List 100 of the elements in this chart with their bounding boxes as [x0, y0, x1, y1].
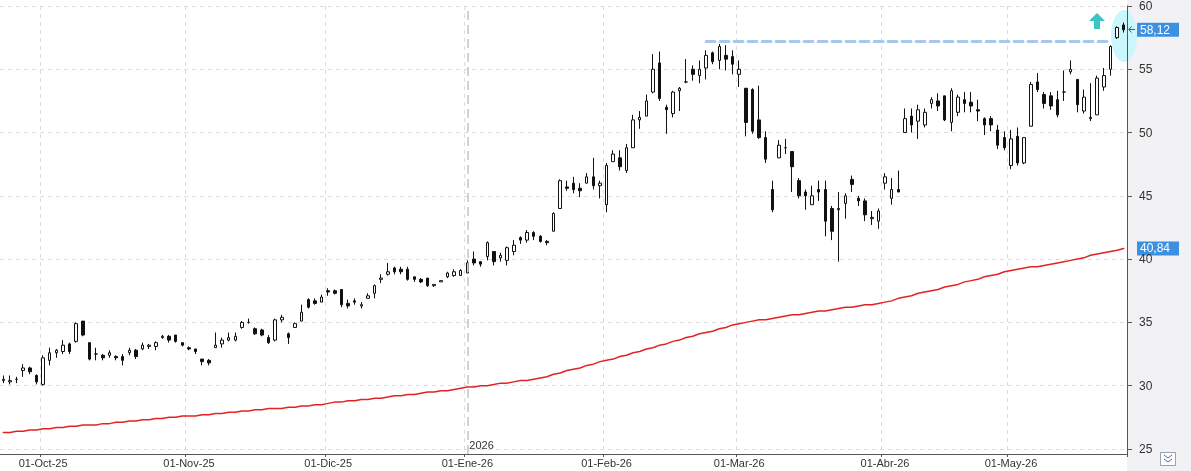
- candlestick: [273, 318, 277, 342]
- candlestick: [764, 130, 767, 164]
- candlestick: [512, 239, 516, 256]
- candlestick: [704, 49, 708, 80]
- candlestick: [665, 104, 668, 135]
- candlestick: [413, 276, 416, 283]
- candlestick: [61, 339, 65, 355]
- candlestick: [181, 342, 184, 347]
- x-tick-label: 01-Mar-26: [713, 456, 765, 469]
- candlestick: [777, 139, 781, 159]
- candlestick: [1076, 78, 1079, 113]
- candlestick: [830, 205, 834, 241]
- candlestick: [253, 326, 257, 336]
- candlestick: [1102, 67, 1106, 92]
- candlestick: [585, 172, 588, 184]
- candlestick: [360, 301, 363, 309]
- candlestick: [174, 334, 177, 344]
- candlestick: [539, 234, 542, 244]
- candlestick: [936, 92, 940, 112]
- x-tick-label: 01-May-26: [984, 456, 1038, 469]
- text: 58,12: [1140, 22, 1171, 37]
- candlestick: [519, 235, 522, 245]
- candlestick: [505, 245, 509, 266]
- candlestick: [346, 299, 350, 309]
- candlestick: [88, 342, 91, 361]
- candlestick: [817, 180, 820, 202]
- candlestick: [386, 262, 390, 277]
- candlestick: [877, 207, 880, 230]
- candlestick: [307, 297, 310, 309]
- candlestick: [890, 177, 893, 206]
- candlestick: [744, 87, 748, 137]
- candlestick: [943, 95, 946, 122]
- candlestick: [850, 175, 854, 193]
- candlestick: [525, 229, 529, 244]
- candlestick: [572, 176, 575, 194]
- candlestick: [552, 211, 555, 232]
- candlestick: [260, 328, 264, 337]
- x-tick-label: 01-Ene-26: [441, 456, 494, 469]
- candlestick: [452, 268, 456, 278]
- candlestick: [1042, 91, 1046, 110]
- candlestick: [234, 332, 237, 342]
- candlestick: [326, 287, 330, 297]
- candlestick: [287, 332, 290, 345]
- candlestick: [194, 348, 197, 355]
- candlestick: [863, 197, 867, 222]
- candlestick: [804, 189, 807, 211]
- candlestick: [565, 180, 569, 192]
- ref-line-label: 2026: [469, 438, 494, 451]
- candlestick: [1069, 59, 1072, 75]
- x-tick-label: 01-Nov-25: [163, 456, 215, 469]
- candlestick: [751, 87, 754, 135]
- candlestick: [74, 321, 78, 344]
- candlestick: [989, 115, 993, 132]
- candlestick: [969, 91, 973, 113]
- candlestick: [1036, 72, 1039, 93]
- candlestick: [300, 304, 303, 322]
- y-tick-label: 50: [1139, 125, 1153, 140]
- candlestick: [592, 157, 595, 190]
- candlestick: [207, 358, 211, 366]
- candlestick: [486, 240, 489, 261]
- candlestick: [35, 373, 38, 385]
- candlestick: [532, 230, 535, 241]
- candlestick: [439, 280, 443, 283]
- candlestick: [638, 110, 641, 130]
- candlestick: [187, 345, 191, 351]
- candlestick: [419, 277, 423, 284]
- candlestick: [1122, 21, 1125, 34]
- candlestick: [1009, 129, 1013, 170]
- candlestick: [28, 366, 32, 375]
- candlestick: [1095, 75, 1099, 116]
- candlestick: [399, 266, 403, 275]
- candlestick: [1089, 82, 1092, 122]
- candlestick: [121, 353, 124, 366]
- candlestick: [903, 108, 907, 134]
- candlestick: [293, 321, 297, 328]
- candlestick: [154, 340, 158, 351]
- candlestick: [141, 342, 144, 351]
- candlestick: [280, 314, 284, 323]
- candlestick: [996, 124, 999, 150]
- candlestick: [114, 354, 118, 361]
- candlestick: [844, 192, 847, 220]
- candlestick: [48, 347, 51, 366]
- candlestick: [147, 343, 151, 350]
- y-tick-label: 30: [1139, 378, 1153, 393]
- candlestick: [784, 138, 787, 155]
- x-tick-label: 01-Oct-25: [18, 456, 68, 469]
- candlestick: [631, 114, 635, 149]
- candlestick: [897, 170, 900, 193]
- candlestick: [698, 59, 701, 84]
- candlestick: [651, 53, 655, 94]
- candlestick: [426, 277, 429, 288]
- candlestick: [916, 104, 920, 140]
- candlestick: [101, 353, 105, 361]
- candlestick: [472, 251, 476, 266]
- candlestick: [857, 195, 860, 207]
- candlestick: [976, 99, 980, 122]
- x-tick-label: 01-Abr-26: [860, 456, 910, 469]
- candlestick: [757, 85, 761, 140]
- candlestick: [499, 252, 502, 263]
- candlestick: [21, 363, 25, 378]
